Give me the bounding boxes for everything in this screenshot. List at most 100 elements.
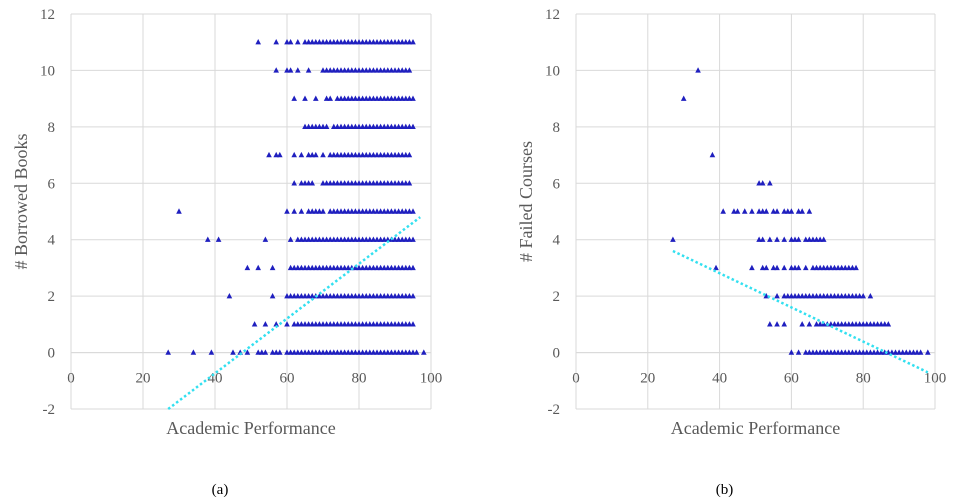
data-point: [410, 208, 416, 213]
data-point: [807, 208, 813, 213]
x-tick-label: 20: [640, 371, 655, 387]
data-point: [803, 265, 809, 270]
y-tick-label: 10: [545, 63, 560, 79]
data-point: [299, 152, 305, 157]
y-tick-label: 8: [48, 120, 56, 136]
data-point: [710, 152, 716, 157]
data-point: [681, 95, 687, 100]
data-point: [410, 95, 416, 100]
x-tick-label: 60: [784, 371, 799, 387]
data-point: [277, 349, 283, 354]
x-axis-title: Academic Performance: [671, 418, 840, 438]
data-point: [327, 95, 333, 100]
panel-caption: (b): [716, 482, 734, 498]
y-axis-title: # Borrowed Books: [11, 134, 31, 270]
data-point: [245, 265, 251, 270]
data-point: [209, 349, 215, 354]
x-tick-label: 0: [67, 371, 75, 387]
data-point: [789, 349, 795, 354]
y-tick-label: 6: [553, 176, 561, 192]
x-tick-label: 0: [572, 371, 580, 387]
data-point: [252, 321, 258, 326]
data-point: [796, 265, 802, 270]
data-point: [799, 321, 805, 326]
data-point: [918, 349, 924, 354]
y-tick-label: 6: [48, 176, 56, 192]
data-point: [735, 208, 741, 213]
data-point: [410, 265, 416, 270]
y-tick-label: -2: [43, 402, 56, 418]
data-point: [414, 349, 420, 354]
x-tick-label: 100: [420, 371, 443, 387]
data-point: [291, 180, 297, 185]
data-point: [807, 321, 813, 326]
y-axis-title: # Failed Courses: [516, 141, 536, 262]
y-tick-label: 2: [48, 289, 56, 305]
data-point: [191, 349, 197, 354]
data-point: [763, 208, 769, 213]
data-point: [796, 349, 802, 354]
data-point: [263, 321, 269, 326]
chart-panel-b: -2024681012020406080100Academic Performa…: [516, 7, 946, 498]
data-point: [781, 265, 787, 270]
data-point: [277, 152, 283, 157]
data-point: [291, 208, 297, 213]
y-tick-label: 0: [553, 346, 561, 362]
y-tick-label: 4: [553, 233, 561, 249]
data-point: [299, 208, 305, 213]
y-tick-label: 8: [553, 120, 561, 136]
data-point: [266, 152, 272, 157]
data-point: [295, 39, 301, 44]
x-tick-label: 20: [136, 371, 151, 387]
data-point: [781, 321, 787, 326]
data-point: [291, 95, 297, 100]
data-point: [176, 208, 182, 213]
data-point: [291, 152, 297, 157]
data-point: [789, 208, 795, 213]
chart-panel-a: -2024681012020406080100Academic Performa…: [11, 7, 442, 498]
data-point: [284, 208, 290, 213]
data-point: [749, 265, 755, 270]
x-axis-title: Academic Performance: [166, 418, 335, 438]
data-point: [407, 180, 413, 185]
data-point: [767, 321, 773, 326]
data-point: [886, 321, 892, 326]
data-point: [410, 321, 416, 326]
data-point: [853, 265, 859, 270]
y-tick-label: 4: [48, 233, 56, 249]
y-tick-label: 12: [545, 7, 560, 23]
data-point: [165, 349, 171, 354]
data-point: [273, 39, 279, 44]
y-tick-label: 2: [553, 289, 561, 305]
data-point: [720, 208, 726, 213]
data-point: [763, 265, 769, 270]
data-point: [302, 95, 308, 100]
x-tick-label: 40: [712, 371, 727, 387]
data-point: [309, 180, 315, 185]
data-point: [284, 321, 290, 326]
data-point: [774, 321, 780, 326]
data-point: [749, 208, 755, 213]
x-tick-label: 60: [280, 371, 295, 387]
data-point: [255, 39, 261, 44]
data-point: [288, 39, 294, 44]
data-point: [313, 95, 319, 100]
data-point: [742, 208, 748, 213]
data-point: [263, 349, 269, 354]
data-point: [421, 349, 427, 354]
data-point: [925, 349, 931, 354]
y-tick-label: -2: [548, 402, 561, 418]
data-point: [774, 265, 780, 270]
data-point: [320, 152, 326, 157]
data-point: [767, 180, 773, 185]
data-point: [230, 349, 236, 354]
x-tick-label: 80: [856, 371, 871, 387]
data-point: [270, 265, 276, 270]
y-tick-label: 0: [48, 346, 56, 362]
data-point: [760, 180, 766, 185]
data-point: [313, 152, 319, 157]
data-point: [255, 265, 261, 270]
y-tick-label: 12: [40, 7, 55, 23]
panel-caption: (a): [212, 482, 229, 498]
